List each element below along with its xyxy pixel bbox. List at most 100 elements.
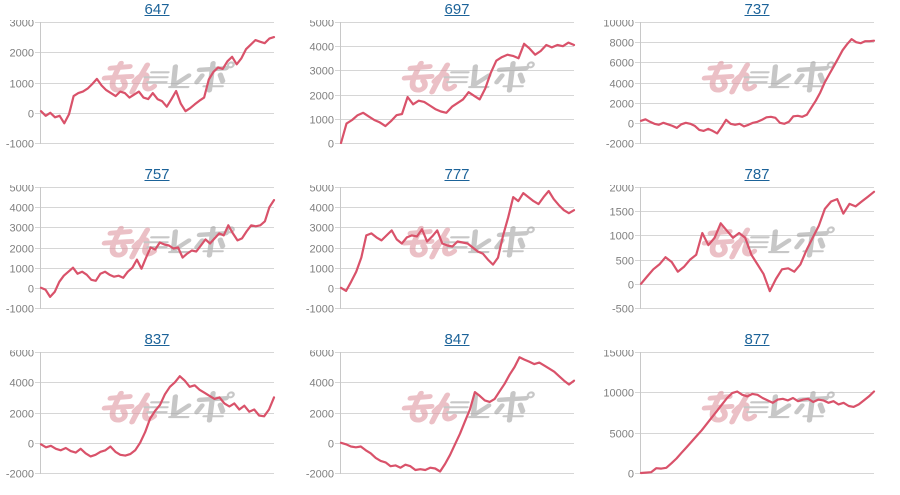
y-tick-label: 5000 <box>310 185 334 195</box>
min-repo-watermark <box>101 390 235 425</box>
y-tick-label: 6000 <box>610 58 634 70</box>
chart-cell: 757 5000 4000 3000 2000 1000 0 -1000 <box>0 165 300 330</box>
y-tick-label: 2000 <box>310 244 334 256</box>
y-tick-label: 2000 <box>310 409 334 421</box>
chart-title-row: 777 <box>300 165 600 185</box>
chart-title-link[interactable]: 837 <box>144 331 170 348</box>
y-tick-label: 0 <box>28 109 34 121</box>
y-tick-label: -2000 <box>606 139 634 151</box>
chart-cell: 787 2000 1500 1000 500 0 -500 <box>600 165 900 330</box>
chart-title-row: 757 <box>0 165 300 185</box>
line-chart: 6000 4000 2000 0 -2000 <box>306 350 576 481</box>
series-line <box>39 36 276 125</box>
chart-cell: 777 5000 4000 3000 2000 1000 0 -1000 <box>300 165 600 330</box>
min-repo-watermark <box>701 60 835 95</box>
y-tick-label: 3000 <box>310 223 334 235</box>
y-tick-label: 3000 <box>10 20 34 30</box>
y-tick-label: 0 <box>328 439 334 451</box>
chart-title-link[interactable]: 737 <box>744 1 770 18</box>
chart-cell: 647 3000 2000 1000 0 -1000 <box>0 0 300 165</box>
y-tick-label: 0 <box>28 439 34 451</box>
line-chart: 5000 4000 3000 2000 1000 0 -1000 <box>306 185 576 316</box>
y-tick-label: 4000 <box>310 378 334 390</box>
line-chart: 3000 2000 1000 0 -1000 <box>6 20 276 151</box>
y-tick-label: 2000 <box>10 48 34 60</box>
y-tick-label: -1000 <box>6 304 34 316</box>
y-tick-label: 6000 <box>10 350 34 360</box>
y-tick-label: 4000 <box>610 79 634 91</box>
y-tick-label: 5000 <box>610 429 634 441</box>
y-tick-label: 0 <box>628 119 634 131</box>
chart-cell: 847 6000 4000 2000 0 -2000 <box>300 330 600 495</box>
chart-title-row: 697 <box>300 0 600 20</box>
y-tick-label: -1000 <box>6 139 34 151</box>
y-tick-label: 0 <box>28 284 34 296</box>
line-chart: 2000 1500 1000 500 0 -500 <box>610 185 876 316</box>
y-tick-label: 10000 <box>603 20 634 30</box>
chart-title-row: 837 <box>0 330 300 350</box>
y-tick-label: 10000 <box>603 388 634 400</box>
series-line <box>39 375 276 458</box>
min-repo-watermark <box>101 225 235 260</box>
chart-title-link[interactable]: 847 <box>444 331 470 348</box>
y-tick-label: 5000 <box>10 185 34 195</box>
y-tick-label: 0 <box>628 280 634 292</box>
chart-cell: 877 15000 10000 5000 0 <box>600 330 900 495</box>
y-tick-label: 1500 <box>610 207 634 219</box>
chart-title-link[interactable]: 877 <box>744 331 770 348</box>
series-line <box>339 356 576 473</box>
y-tick-label: 3000 <box>310 66 334 78</box>
y-tick-label: 0 <box>328 139 334 151</box>
y-tick-label: 1000 <box>610 231 634 243</box>
y-tick-label: 4000 <box>10 378 34 390</box>
line-chart: 6000 4000 2000 0 -2000 <box>6 350 276 481</box>
series-line <box>639 38 876 135</box>
min-repo-watermark <box>401 60 535 95</box>
series-line <box>339 189 576 293</box>
min-repo-watermark <box>701 390 835 425</box>
y-tick-label: 15000 <box>603 350 634 360</box>
chart-title-row: 787 <box>600 165 900 185</box>
min-repo-watermark <box>701 225 835 260</box>
line-chart: 5000 4000 3000 2000 1000 0 <box>310 20 576 151</box>
y-tick-label: 1000 <box>310 115 334 127</box>
chart-title-link[interactable]: 757 <box>144 166 170 183</box>
series-line <box>39 199 276 299</box>
series-line <box>639 190 876 293</box>
chart-cell: 737 10000 8000 6000 4000 2000 0 -2000 <box>600 0 900 165</box>
y-tick-label: -2000 <box>6 469 34 481</box>
line-chart: 5000 4000 3000 2000 1000 0 -1000 <box>6 185 276 316</box>
chart-title-link[interactable]: 697 <box>444 1 470 18</box>
line-chart: 15000 10000 5000 0 <box>603 350 876 481</box>
chart-title-row: 877 <box>600 330 900 350</box>
y-tick-label: 0 <box>328 284 334 296</box>
y-tick-label: 1000 <box>10 264 34 276</box>
y-tick-label: 1000 <box>310 264 334 276</box>
y-tick-label: 2000 <box>10 409 34 421</box>
chart-title-row: 847 <box>300 330 600 350</box>
y-tick-label: -2000 <box>306 469 334 481</box>
min-repo-watermark <box>101 60 235 95</box>
chart-title-link[interactable]: 777 <box>444 166 470 183</box>
y-tick-label: 500 <box>616 256 634 268</box>
y-tick-label: -500 <box>612 304 634 316</box>
chart-title-row: 647 <box>0 0 300 20</box>
chart-title-link[interactable]: 647 <box>144 1 170 18</box>
y-tick-label: 2000 <box>610 185 634 195</box>
chart-cell: 697 5000 4000 3000 2000 1000 0 <box>300 0 600 165</box>
y-tick-label: 5000 <box>310 20 334 30</box>
min-repo-watermark <box>401 225 535 260</box>
y-tick-label: 0 <box>628 469 634 481</box>
y-tick-label: 4000 <box>10 203 34 215</box>
y-tick-label: 3000 <box>10 223 34 235</box>
series-line <box>339 41 576 145</box>
chart-title-link[interactable]: 787 <box>744 166 770 183</box>
chart-cell: 837 6000 4000 2000 0 -2000 <box>0 330 300 495</box>
y-tick-label: 8000 <box>610 38 634 50</box>
chart-title-row: 737 <box>600 0 900 20</box>
y-tick-label: -1000 <box>306 304 334 316</box>
y-tick-label: 4000 <box>310 42 334 54</box>
series-line <box>639 390 876 475</box>
y-tick-label: 2000 <box>310 91 334 103</box>
line-chart: 10000 8000 6000 4000 2000 0 -2000 <box>603 20 876 151</box>
